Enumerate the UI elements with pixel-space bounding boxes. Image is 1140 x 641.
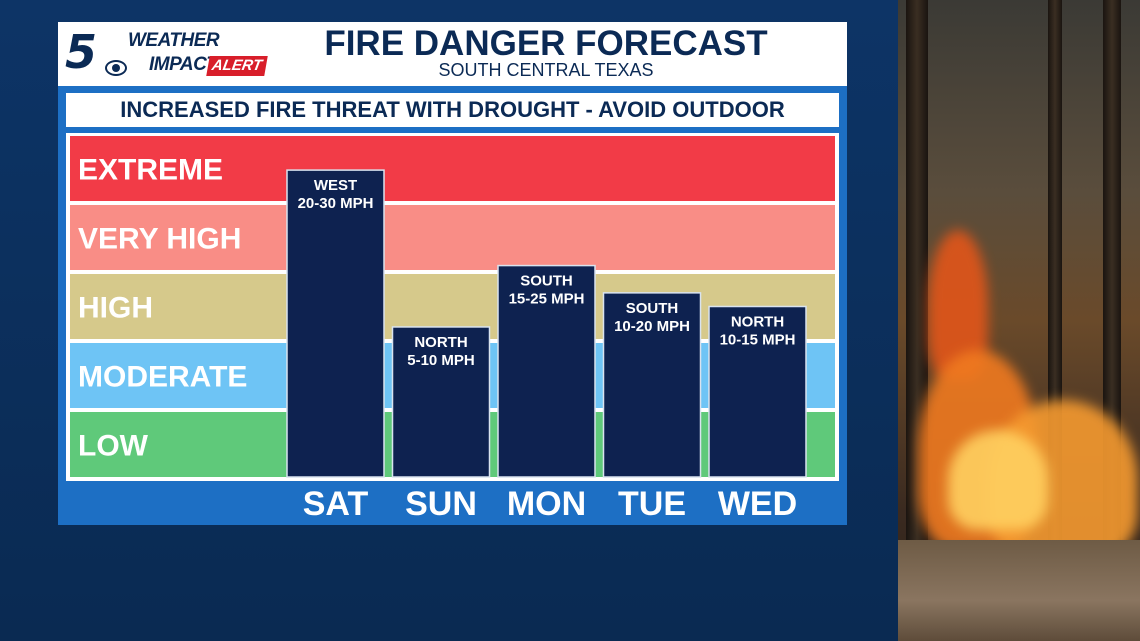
warning-banner: INCREASED FIRE THREAT WITH DROUGHT - AVO… [66, 93, 839, 156]
flame [948, 430, 1048, 530]
bar [391, 326, 491, 478]
wind-direction-label: SOUTH [520, 273, 573, 290]
bar [497, 264, 596, 478]
bar [286, 169, 385, 478]
level-label: EXTREME [78, 154, 223, 187]
chart-title: FIRE DANGER FORECAST [324, 24, 768, 63]
logo-impact-text: IMPACT [149, 54, 218, 75]
chart-area: EXTREME VERY HIGH HIGH MODERATE LOW WEST 20-30… [66, 133, 839, 481]
bar [602, 292, 702, 478]
logo-weather-text: WEATHER [128, 30, 220, 51]
level-label: VERY HIGH [78, 223, 241, 256]
level-label: LOW [78, 430, 149, 463]
band-extreme [70, 136, 835, 201]
level-label: HIGH [78, 292, 153, 325]
day-label: WED [718, 485, 797, 523]
wildfire-photo [898, 0, 1140, 641]
chart-subtitle: SOUTH CENTRAL TEXAS [438, 60, 654, 80]
bar [708, 305, 807, 478]
band-very-high [70, 205, 835, 270]
wind-speed-label: 10-15 MPH [720, 332, 796, 349]
wind-speed-label: 5-10 MPH [407, 352, 475, 369]
wind-speed-label: 15-25 MPH [509, 291, 585, 308]
day-label: SUN [405, 485, 477, 523]
station-logo-number: 5 [65, 25, 97, 79]
day-labels: SAT SUN MON TUE WED [303, 485, 797, 523]
wind-direction-label: NORTH [731, 314, 784, 331]
level-label: MODERATE [78, 361, 247, 394]
forecast-panel: 5 WEATHER IMPACT ALERT FIRE DANGER FOREC… [58, 22, 847, 525]
wind-direction-label: SOUTH [626, 300, 679, 317]
day-label: TUE [618, 485, 686, 523]
day-label: SAT [303, 485, 369, 523]
fire-danger-chart: EXTREME VERY HIGH HIGH MODERATE LOW WEST20-30… [70, 136, 835, 478]
wind-speed-label: 10-20 MPH [614, 318, 690, 335]
network-eye-icon [105, 60, 127, 76]
wind-direction-label: WEST [314, 177, 357, 194]
header: 5 WEATHER IMPACT ALERT FIRE DANGER FOREC… [58, 22, 847, 86]
wind-speed-label: 20-30 MPH [298, 195, 374, 212]
wind-direction-label: NORTH [414, 334, 467, 351]
day-label: MON [507, 485, 586, 523]
logo-alert-badge: ALERT [206, 56, 268, 76]
ground [898, 540, 1140, 641]
